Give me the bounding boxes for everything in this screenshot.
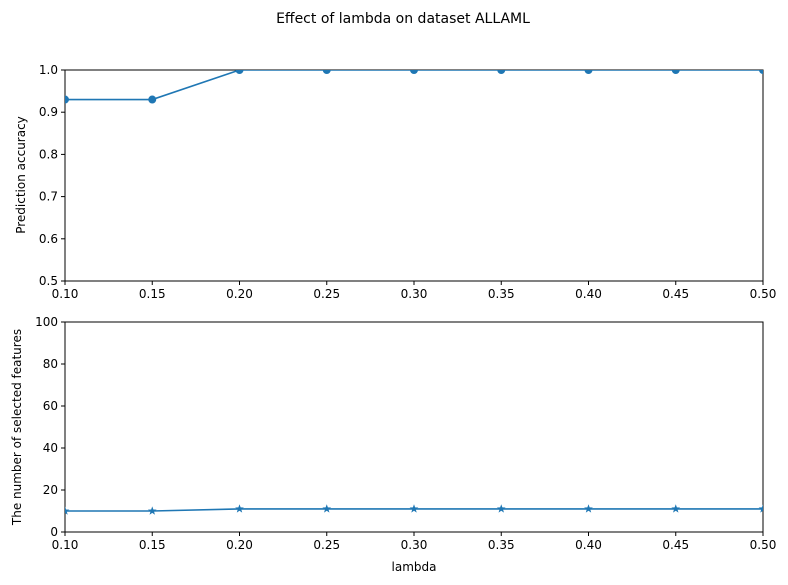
features-point — [235, 504, 244, 513]
features-ytick-label: 40 — [43, 441, 58, 455]
accuracy-ytick-label: 1.0 — [39, 63, 58, 77]
features-point — [147, 506, 157, 515]
accuracy-xtick-label: 0.50 — [750, 287, 777, 301]
features-xtick-label: 0.50 — [750, 538, 777, 552]
accuracy-ytick-label: 0.9 — [39, 105, 58, 119]
features-series — [65, 504, 763, 515]
features-point — [758, 504, 763, 513]
accuracy-point — [410, 70, 418, 74]
accuracy-xtick-label: 0.20 — [226, 287, 253, 301]
features-xtick-label: 0.30 — [401, 538, 428, 552]
accuracy-point — [235, 70, 244, 74]
accuracy-ytick-label: 0.8 — [39, 147, 58, 161]
features-point — [584, 504, 593, 513]
accuracy-point — [65, 95, 69, 104]
accuracy-point — [671, 70, 680, 74]
features-xtick-label: 0.35 — [488, 538, 515, 552]
accuracy-point — [322, 70, 331, 74]
accuracy-xtick-label: 0.10 — [52, 287, 79, 301]
accuracy-point — [584, 70, 593, 74]
accuracy-ylabel: Prediction accuracy — [14, 116, 28, 234]
accuracy-panel: Prediction accuracy 0.10 0.15 0.20 0.25 0.30… — [14, 63, 776, 301]
features-xtick-label: 0.25 — [313, 538, 340, 552]
figure-title: Effect of lambda on dataset ALLAML — [276, 11, 530, 27]
features-xtick-label: 0.40 — [575, 538, 602, 552]
accuracy-ytick-label: 0.7 — [39, 190, 58, 204]
accuracy-point — [759, 70, 763, 74]
accuracy-xtick-label: 0.15 — [139, 287, 166, 301]
accuracy-series — [65, 70, 763, 104]
features-point — [496, 504, 506, 513]
features-xlabel: lambda — [392, 560, 437, 574]
features-point — [322, 504, 332, 513]
accuracy-series-line — [65, 70, 763, 101]
features-ytick-label: 80 — [43, 357, 58, 371]
accuracy-ytick-label: 0.5 — [39, 274, 58, 288]
features-point — [409, 504, 419, 513]
features-point — [65, 506, 70, 515]
accuracy-xtick-label: 0.30 — [401, 287, 428, 301]
accuracy-axes-frame — [64, 69, 764, 282]
accuracy-xtick-label: 0.25 — [313, 287, 340, 301]
features-xtick-label: 0.45 — [662, 538, 689, 552]
features-axes-frame — [64, 321, 764, 533]
accuracy-xtick-label: 0.35 — [488, 287, 515, 301]
features-point — [671, 504, 681, 513]
features-ytick-label: 0 — [50, 525, 58, 539]
features-ytick-label: 20 — [43, 483, 58, 497]
accuracy-xtick-label: 0.40 — [575, 287, 602, 301]
features-ytick-label: 100 — [35, 315, 58, 329]
features-xtick-label: 0.15 — [139, 538, 166, 552]
accuracy-point — [497, 70, 506, 74]
accuracy-xtick-label: 0.45 — [662, 287, 689, 301]
features-ylabel: The number of selected features — [10, 329, 24, 526]
features-ytick-label: 60 — [43, 399, 58, 413]
accuracy-point — [148, 95, 157, 104]
features-xtick-label: 0.20 — [226, 538, 253, 552]
features-panel: The number of selected features lambda 0… — [10, 315, 776, 574]
accuracy-ytick-label: 0.6 — [39, 232, 58, 246]
features-xtick-label: 0.10 — [52, 538, 79, 552]
